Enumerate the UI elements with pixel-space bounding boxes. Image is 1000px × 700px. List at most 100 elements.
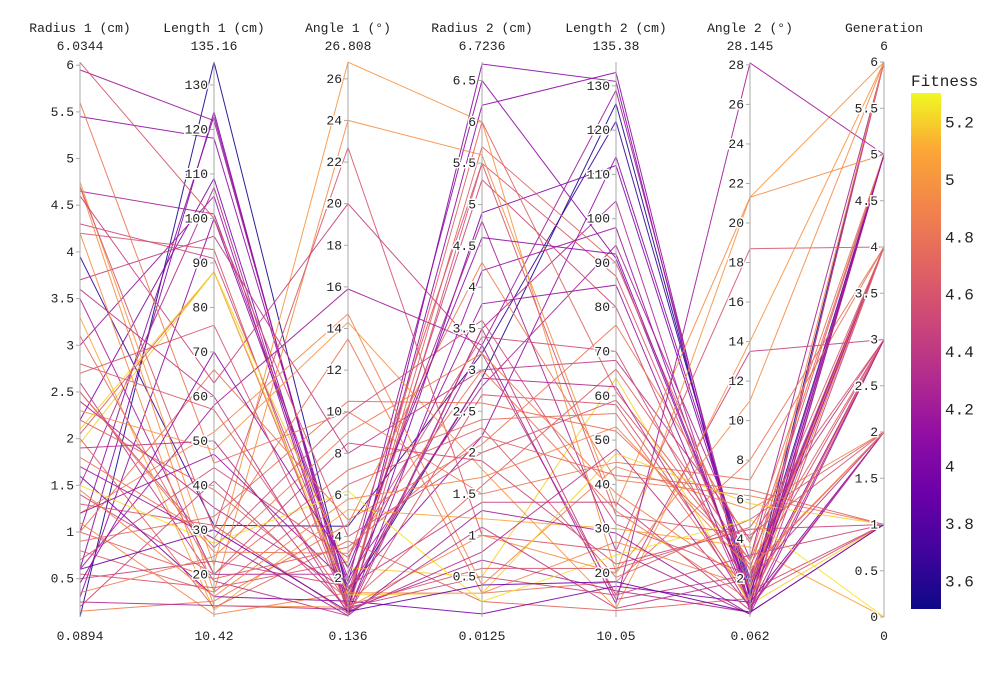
- colorbar-tick-label: 5: [945, 172, 955, 190]
- tick-label: 100: [587, 212, 610, 227]
- tick-label: 22: [326, 155, 342, 170]
- tick-label: 8: [334, 446, 342, 461]
- tick-label: 2.5: [453, 404, 476, 419]
- tick-label: 1: [66, 525, 74, 540]
- axis-max-label: 135.38: [593, 39, 640, 54]
- tick-label: 50: [192, 434, 208, 449]
- tick-label: 14: [326, 322, 342, 337]
- colorbar-title: Fitness: [911, 73, 978, 91]
- axis-4[interactable]: Length 2 (cm) 135.38 10.05 20 30 40 50 60 70 80 90…: [565, 21, 666, 644]
- tick-label: 2: [870, 425, 878, 440]
- colorbar: Fitness 3.6 3.8 4 4.2 4.4 4.6 4.8 5 5.2: [911, 73, 978, 609]
- tick-label: 4.5: [51, 198, 74, 213]
- axis-title: Generation: [845, 21, 923, 36]
- tick-label: 4: [736, 532, 744, 547]
- axis-min-label: 0.0894: [57, 629, 104, 644]
- tick-label: 5.5: [855, 101, 878, 116]
- axis-title: Radius 2 (cm): [431, 21, 532, 36]
- colorbar-tick-label: 4.2: [945, 401, 974, 419]
- tick-label: 6.5: [453, 73, 476, 88]
- axis-title: Length 1 (cm): [163, 21, 264, 36]
- tick-label: 2.5: [855, 379, 878, 394]
- axis-3[interactable]: Radius 2 (cm) 6.7236 0.0125 0.5 1 1.5 2 2.5 3 3.5…: [431, 21, 532, 644]
- axes: Radius 1 (cm) 6.0344 0.0894 0.5 1 1.5 2 2.5 3 3.5…: [29, 21, 923, 644]
- tick-label: 2: [736, 572, 744, 587]
- tick-label: 4: [468, 280, 476, 295]
- tick-label: 1.5: [51, 478, 74, 493]
- tick-label: 6: [66, 58, 74, 73]
- tick-label: 120: [185, 122, 208, 137]
- tick-label: 1: [468, 528, 476, 543]
- tick-label: 30: [192, 523, 208, 538]
- tick-label: 2.5: [51, 385, 74, 400]
- tick-label: 4: [66, 245, 74, 260]
- tick-label: 4.5: [453, 239, 476, 254]
- tick-label: 130: [587, 79, 610, 94]
- tick-label: 4.5: [855, 194, 878, 209]
- axis-0[interactable]: Radius 1 (cm) 6.0344 0.0894 0.5 1 1.5 2 2.5 3 3.5…: [29, 21, 130, 644]
- axis-min-label: 0.062: [730, 629, 769, 644]
- axis-min-label: 0: [880, 629, 888, 644]
- tick-label: 26: [728, 97, 744, 112]
- tick-label: 50: [594, 433, 610, 448]
- tick-label: 18: [728, 255, 744, 270]
- tick-label: 28: [728, 58, 744, 73]
- axis-2[interactable]: Angle 1 (°)26.8080.136246810121416182022…: [305, 21, 391, 644]
- tick-label: 20: [594, 566, 610, 581]
- tick-label: 4: [870, 240, 878, 255]
- tick-label: 12: [326, 363, 342, 378]
- tick-label: 3: [66, 338, 74, 353]
- axis-max-label: 6.7236: [459, 39, 506, 54]
- tick-label: 3: [468, 363, 476, 378]
- tick-label: 5.5: [453, 156, 476, 171]
- tick-label: 6: [736, 493, 744, 508]
- tick-label: 26: [326, 72, 342, 87]
- tick-label: 6: [870, 55, 878, 70]
- tick-label: 5: [468, 198, 476, 213]
- tick-label: 90: [594, 256, 610, 271]
- tick-label: 30: [594, 522, 610, 537]
- axis-6[interactable]: Generation 6 00 0.5 1 1.5 2 2.5 3 3.5 4 4.5 5 5.5 6: [845, 21, 923, 644]
- axis-5[interactable]: Angle 2 (°)28.1450.062246810121416182022…: [707, 21, 793, 644]
- tick-label: 6: [468, 115, 476, 130]
- colorbar-tick-label: 4.6: [945, 287, 974, 305]
- tick-label: 16: [728, 295, 744, 310]
- tick-label: 100: [185, 211, 208, 226]
- colorbar-tick-label: 4: [945, 459, 955, 477]
- tick-label: 70: [594, 345, 610, 360]
- axis-min-label: 0.136: [328, 629, 367, 644]
- tick-label: 40: [594, 477, 610, 492]
- tick-label: 110: [587, 167, 610, 182]
- tick-label: 5: [66, 152, 74, 167]
- axis-title: Angle 2 (°): [707, 21, 793, 36]
- tick-label: 20: [326, 197, 342, 212]
- tick-label: 12: [728, 374, 744, 389]
- tick-label: 24: [728, 137, 744, 152]
- axis-max-label: 135.16: [191, 39, 238, 54]
- axis-title: Length 2 (cm): [565, 21, 666, 36]
- tick-label: 10: [326, 405, 342, 420]
- tick-label: 22: [728, 176, 744, 191]
- tick-label: 8: [736, 453, 744, 468]
- tick-label: 120: [587, 123, 610, 138]
- colorbar-tick-label: 4.8: [945, 229, 974, 247]
- tick-label: 3: [870, 333, 878, 348]
- colorbar-tick-label: 5.2: [945, 115, 974, 133]
- tick-label: 1.5: [855, 471, 878, 486]
- tick-label: 20: [192, 567, 208, 582]
- axis-1[interactable]: Length 1 (cm) 135.16 10.42 20 30 40 50 60 70 80 90…: [163, 21, 264, 644]
- axis-min-label: 0.0125: [459, 629, 506, 644]
- tick-label: 1.5: [453, 487, 476, 502]
- tick-label: 2: [468, 446, 476, 461]
- tick-label: 2: [66, 432, 74, 447]
- tick-label: 5: [870, 148, 878, 163]
- colorbar-tick-label: 3.6: [945, 573, 974, 591]
- axis-max-label: 26.808: [325, 39, 372, 54]
- tick-label: 40: [192, 478, 208, 493]
- axis-max-label: 28.145: [727, 39, 774, 54]
- tick-label: 6: [334, 488, 342, 503]
- tick-label: 1: [870, 518, 878, 533]
- tick-label: 10: [728, 414, 744, 429]
- axis-max-label: 6.0344: [57, 39, 104, 54]
